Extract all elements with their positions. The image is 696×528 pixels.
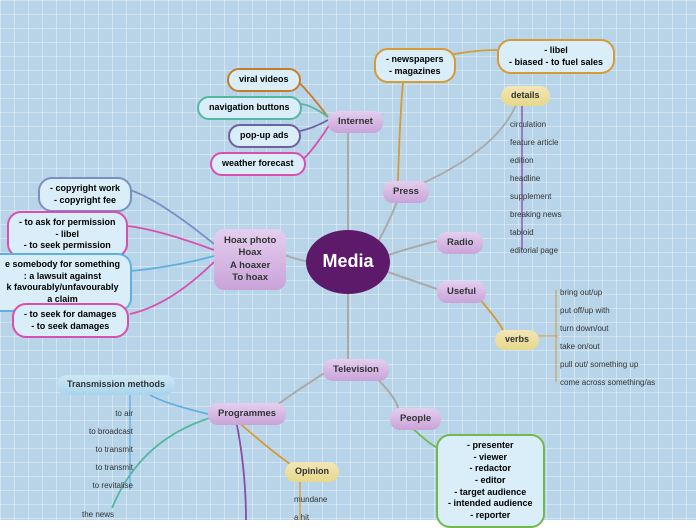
leaf-weather[interactable]: weather forecast	[210, 152, 306, 176]
leaf-line: e somebody for something	[5, 259, 120, 271]
hub-transmission[interactable]: Transmission methods	[57, 375, 175, 395]
leaf-line: - to seek for damages	[24, 309, 117, 321]
leaf-line: - editor	[475, 475, 506, 487]
opinion-item: a hit	[294, 513, 309, 522]
trans-item: to revitalise	[93, 481, 133, 490]
hub-useful[interactable]: Useful	[437, 281, 486, 303]
trans-item: to air	[115, 409, 133, 418]
verb-item: bring out/up	[560, 288, 602, 297]
verb-item: pull out/ something up	[560, 360, 638, 369]
verb-item: take on/out	[560, 342, 600, 351]
hub-press[interactable]: Press	[383, 181, 429, 203]
verb-item: come across something/as	[560, 378, 655, 387]
leaf-permission[interactable]: - to ask for permission - libel - to see…	[7, 211, 128, 258]
leaf-copyright[interactable]: - copyright work - copyright fee	[38, 177, 132, 212]
hub-opinion[interactable]: Opinion	[285, 462, 339, 482]
detail-item: breaking news	[510, 210, 562, 219]
hoax-line: Hoax photo	[224, 235, 276, 247]
leaf-libel-biased[interactable]: - libel - biased - to fuel sales	[497, 39, 615, 74]
detail-item: headline	[510, 174, 540, 183]
hub-verbs[interactable]: verbs	[495, 330, 539, 350]
leaf-line: - copyright work	[50, 183, 120, 195]
hub-programmes[interactable]: Programmes	[208, 403, 286, 425]
leaf-line: - viewer	[473, 452, 507, 464]
leaf-line: - biased - to fuel sales	[509, 57, 603, 69]
leaf-line: - intended audience	[448, 498, 533, 510]
news-item: the news	[82, 510, 114, 519]
hub-internet[interactable]: Internet	[328, 111, 383, 133]
leaf-line: - newspapers	[386, 54, 444, 66]
leaf-line: - to ask for permission	[19, 217, 116, 229]
leaf-line: - copyright fee	[54, 195, 116, 207]
hub-television[interactable]: Television	[323, 359, 389, 381]
leaf-line: : a lawsuit against	[24, 271, 102, 283]
leaf-line: - libel	[56, 229, 80, 241]
opinion-item: mundane	[294, 495, 327, 504]
detail-item: editorial page	[510, 246, 558, 255]
detail-item: feature article	[510, 138, 558, 147]
trans-item: to transmit	[96, 463, 133, 472]
leaf-people-list[interactable]: - presenter - viewer - redactor - editor…	[436, 434, 545, 528]
leaf-line: - target audience	[454, 487, 526, 499]
verb-item: put off/up with	[560, 306, 610, 315]
hub-radio[interactable]: Radio	[437, 232, 483, 254]
leaf-line: - presenter	[467, 440, 514, 452]
hub-details[interactable]: details	[501, 86, 550, 106]
hoax-line: Hoax	[239, 247, 262, 259]
leaf-line: - to seek damages	[31, 321, 109, 333]
verb-item: turn down/out	[560, 324, 608, 333]
trans-item: to transmit	[96, 445, 133, 454]
detail-item: circulation	[510, 120, 546, 129]
center-media[interactable]: Media	[306, 230, 390, 294]
leaf-nav[interactable]: navigation buttons	[197, 96, 302, 120]
leaf-popup[interactable]: pop-up ads	[228, 124, 301, 148]
leaf-line: - magazines	[389, 66, 441, 78]
leaf-line: - to seek permission	[24, 240, 111, 252]
leaf-line: k favourably/unfavourably	[6, 282, 118, 294]
leaf-damages[interactable]: - to seek for damages - to seek damages	[12, 303, 129, 338]
detail-item: edition	[510, 156, 534, 165]
hoax-line: A hoaxer	[230, 260, 270, 272]
leaf-viral[interactable]: viral videos	[227, 68, 301, 92]
detail-item: tabloid	[510, 228, 534, 237]
leaf-line: - reporter	[470, 510, 510, 522]
leaf-newsmag[interactable]: - newspapers - magazines	[374, 48, 456, 83]
trans-item: to broadcast	[89, 427, 133, 436]
leaf-line: - libel	[544, 45, 568, 57]
hub-hoax[interactable]: Hoax photo Hoax A hoaxer To hoax	[214, 229, 286, 290]
detail-item: supplement	[510, 192, 551, 201]
hoax-line: To hoax	[232, 272, 268, 284]
leaf-line: - redactor	[470, 463, 512, 475]
hub-people[interactable]: People	[390, 408, 441, 430]
